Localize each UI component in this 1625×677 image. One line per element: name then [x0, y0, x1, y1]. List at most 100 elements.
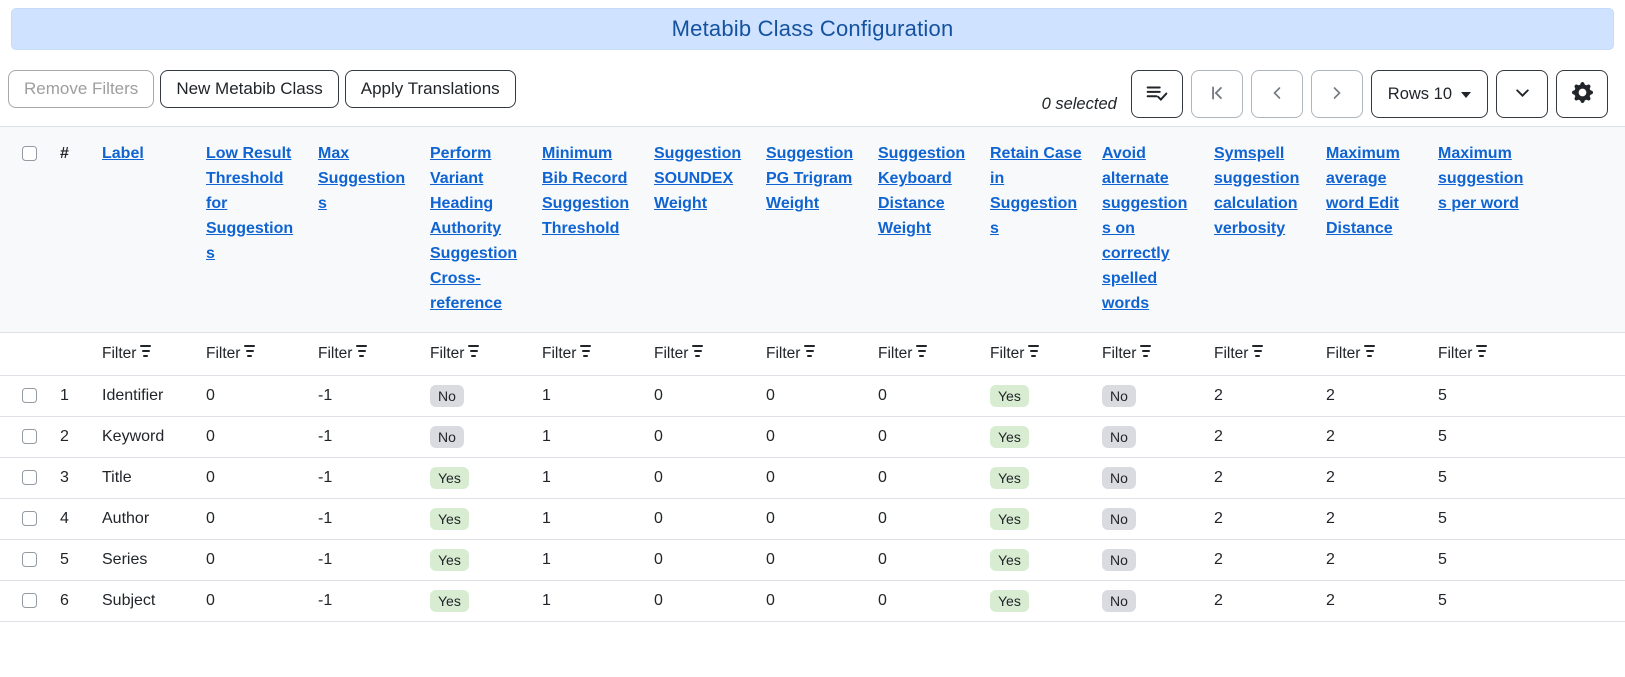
filter-lines-icon [804, 345, 816, 357]
table-row: 4 Author 0 -1 Yes 1 0 0 0 Yes No 2 2 5 [0, 499, 1625, 540]
perform_variant_heading_authority_suggestion_cross_reference-badge: No [430, 385, 464, 407]
table-row: 1 Identifier 0 -1 No 1 0 0 0 Yes No 2 2 5 [0, 376, 1625, 417]
gear-icon [1571, 82, 1593, 106]
first-page-button[interactable] [1190, 70, 1243, 118]
retain_case_in_suggestions-badge: Yes [990, 426, 1029, 448]
filter-button-max_suggestions[interactable]: Filter [318, 345, 368, 363]
cell-max_suggestions: -1 [318, 551, 333, 568]
column-header-maximum_average_word_edit_distance[interactable]: Maximum average word Edit Distance [1326, 145, 1400, 237]
retain_case_in_suggestions-badge: Yes [990, 467, 1029, 489]
cell-maximum_average_word_edit_distance: 2 [1326, 510, 1335, 527]
cell-maximum_suggestions_per_word: 5 [1438, 428, 1447, 445]
cell-symspell_suggestion_calculation_verbosity: 2 [1214, 387, 1223, 404]
row-checkbox[interactable] [22, 552, 37, 568]
cell-maximum_suggestions_per_word: 5 [1438, 387, 1447, 404]
cell-suggestion_soundex_weight: 0 [654, 551, 663, 568]
row-checkbox[interactable] [22, 429, 37, 445]
table-row: 5 Series 0 -1 Yes 1 0 0 0 Yes No 2 2 5 [0, 540, 1625, 581]
avoid_alternate_suggestions_on_correctly_spelled_words-badge: No [1102, 426, 1136, 448]
column-header-retain_case_in_suggestions[interactable]: Retain Case in Suggestions [990, 145, 1082, 237]
cell-symspell_suggestion_calculation_verbosity: 2 [1214, 469, 1223, 486]
filter-lines-icon [140, 345, 152, 357]
cell-suggestion_keyboard_distance_weight: 0 [878, 387, 887, 404]
filter-label: Filter [1102, 345, 1137, 362]
remove-filters-button[interactable]: Remove Filters [8, 70, 155, 109]
filter-button-low_result_threshold_for_suggestions[interactable]: Filter [206, 345, 256, 363]
row-checkbox[interactable] [22, 593, 37, 609]
column-header-low_result_threshold_for_suggestions[interactable]: Low Result Threshold for Suggestions [206, 145, 294, 262]
retain_case_in_suggestions-badge: Yes [990, 508, 1029, 530]
row-number-header: # [40, 126, 90, 333]
filter-button-minimum_bib_record_suggestion_threshold[interactable]: Filter [542, 345, 592, 363]
chevron-right-icon [1329, 85, 1345, 104]
column-header-perform_variant_heading_authority_suggestion_cross_reference[interactable]: Perform Variant Heading Authority Sugges… [430, 145, 518, 312]
column-header-suggestion_pg_trigram_weight[interactable]: Suggestion PG Trigram Weight [766, 145, 854, 212]
column-header-minimum_bib_record_suggestion_threshold[interactable]: Minimum Bib Record Suggestion Threshold [542, 145, 630, 237]
filter-label: Filter [542, 345, 577, 362]
selected-count: 0 selected [1041, 95, 1117, 113]
cell-suggestion_keyboard_distance_weight: 0 [878, 469, 887, 486]
filter-lines-icon [916, 345, 928, 357]
new-metabib-class-button[interactable]: New Metabib Class [160, 70, 339, 109]
cell-symspell_suggestion_calculation_verbosity: 2 [1214, 551, 1223, 568]
perform_variant_heading_authority_suggestion_cross_reference-badge: Yes [430, 590, 469, 612]
row-checkbox[interactable] [22, 470, 37, 486]
cell-suggestion_pg_trigram_weight: 0 [766, 592, 775, 609]
cell-suggestion_pg_trigram_weight: 0 [766, 551, 775, 568]
filter-label: Filter [206, 345, 241, 362]
cell-minimum_bib_record_suggestion_threshold: 1 [542, 551, 551, 568]
cell-suggestion_pg_trigram_weight: 0 [766, 428, 775, 445]
cell-suggestion_pg_trigram_weight: 0 [766, 387, 775, 404]
filter-lines-icon [1028, 345, 1040, 357]
apply-translations-button[interactable]: Apply Translations [344, 70, 516, 109]
filter-button-symspell_suggestion_calculation_verbosity[interactable]: Filter [1214, 345, 1264, 363]
cell-maximum_suggestions_per_word: 5 [1438, 551, 1447, 568]
cell-suggestion_keyboard_distance_weight: 0 [878, 428, 887, 445]
previous-page-button[interactable] [1250, 70, 1303, 118]
row-checkbox[interactable] [22, 511, 37, 527]
row-number: 2 [60, 428, 69, 445]
cell-maximum_average_word_edit_distance: 2 [1326, 592, 1335, 609]
column-header-suggestion_soundex_weight[interactable]: Suggestion SOUNDEX Weight [654, 145, 742, 212]
filter-button-suggestion_pg_trigram_weight[interactable]: Filter [766, 345, 816, 363]
cell-max_suggestions: -1 [318, 387, 333, 404]
filter-button-suggestion_soundex_weight[interactable]: Filter [654, 345, 704, 363]
filter-button-avoid_alternate_suggestions_on_correctly_spelled_words[interactable]: Filter [1102, 345, 1152, 363]
column-header-symspell_suggestion_calculation_verbosity[interactable]: Symspell suggestion calculation verbosit… [1214, 145, 1300, 237]
cell-maximum_average_word_edit_distance: 2 [1326, 469, 1335, 486]
grid-settings-button[interactable] [1556, 70, 1608, 118]
column-header-avoid_alternate_suggestions_on_correctly_spelled_words[interactable]: Avoid alternate suggestions on correctly… [1102, 145, 1188, 312]
column-header-max_suggestions[interactable]: Max Suggestions [318, 145, 406, 212]
filter-button-maximum_average_word_edit_distance[interactable]: Filter [1326, 345, 1376, 363]
filter-label: Filter [990, 345, 1025, 362]
row-number: 4 [60, 510, 69, 527]
perform_variant_heading_authority_suggestion_cross_reference-badge: Yes [430, 467, 469, 489]
select-all-checkbox[interactable] [22, 146, 37, 162]
page-title-bar: Metabib Class Configuration [11, 8, 1614, 50]
filter-button-suggestion_keyboard_distance_weight[interactable]: Filter [878, 345, 928, 363]
rows-per-page-button[interactable]: Rows 10 [1370, 70, 1488, 118]
column-header-suggestion_keyboard_distance_weight[interactable]: Suggestion Keyboard Distance Weight [878, 145, 966, 237]
toolbar-right: 0 selected [1042, 70, 1608, 118]
cell-minimum_bib_record_suggestion_threshold: 1 [542, 387, 551, 404]
cell-maximum_suggestions_per_word: 5 [1438, 592, 1447, 609]
filter-lines-icon [580, 345, 592, 357]
cell-low_result_threshold_for_suggestions: 0 [206, 551, 215, 568]
cell-low_result_threshold_for_suggestions: 0 [206, 510, 215, 527]
cell-max_suggestions: -1 [318, 428, 333, 445]
filter-button-maximum_suggestions_per_word[interactable]: Filter [1438, 345, 1488, 363]
row-actions-button[interactable] [1130, 70, 1183, 118]
expand-pagination-button[interactable] [1496, 70, 1548, 118]
filter-label: Filter [878, 345, 913, 362]
filter-button-retain_case_in_suggestions[interactable]: Filter [990, 345, 1040, 363]
cell-suggestion_keyboard_distance_weight: 0 [878, 592, 887, 609]
cell-symspell_suggestion_calculation_verbosity: 2 [1214, 428, 1223, 445]
column-header-label[interactable]: Label [102, 145, 144, 162]
filter-button-perform_variant_heading_authority_suggestion_cross_reference[interactable]: Filter [430, 345, 480, 363]
cell-label: Series [102, 551, 148, 568]
next-page-button[interactable] [1310, 70, 1363, 118]
filter-lines-icon [468, 345, 480, 357]
row-checkbox[interactable] [22, 388, 37, 404]
filter-button-label[interactable]: Filter [102, 345, 152, 363]
column-header-maximum_suggestions_per_word[interactable]: Maximum suggestions per word [1438, 145, 1524, 212]
